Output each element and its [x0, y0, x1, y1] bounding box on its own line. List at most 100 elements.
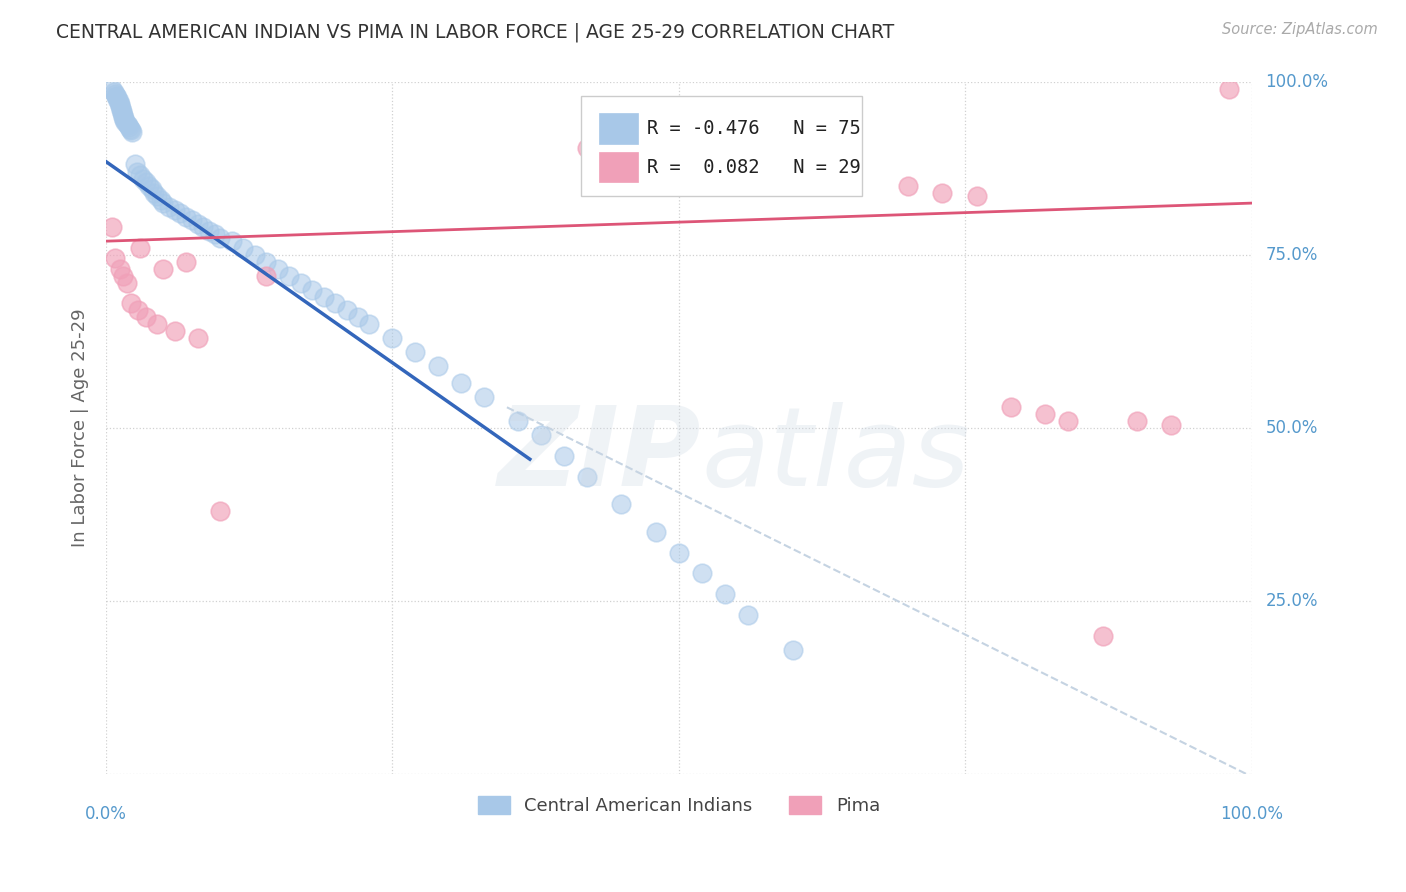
Point: [146, 317, 169, 331]
Point: [169, 206, 191, 220]
Text: ZIP: ZIP: [498, 402, 702, 509]
Point: [530, 428, 553, 442]
Point: [110, 101, 132, 115]
Point: [105, 90, 128, 104]
Point: [157, 200, 180, 214]
Point: [115, 276, 138, 290]
Point: [163, 324, 186, 338]
Point: [668, 546, 690, 560]
Point: [105, 88, 128, 103]
Text: 75.0%: 75.0%: [1265, 246, 1317, 264]
Point: [404, 345, 426, 359]
Text: 100.0%: 100.0%: [1265, 73, 1329, 91]
Point: [125, 165, 148, 179]
Text: atlas: atlas: [702, 402, 970, 509]
Point: [450, 376, 472, 390]
Point: [610, 497, 633, 511]
Point: [141, 182, 163, 196]
Point: [508, 414, 530, 428]
Point: [100, 220, 122, 235]
Point: [472, 390, 495, 404]
Point: [644, 524, 666, 539]
Point: [104, 87, 127, 102]
Point: [112, 108, 135, 122]
Point: [115, 116, 138, 130]
Point: [108, 261, 131, 276]
Point: [427, 359, 450, 373]
Text: 0.0%: 0.0%: [84, 805, 127, 823]
Point: [690, 566, 713, 581]
Point: [174, 255, 197, 269]
Point: [143, 186, 166, 200]
Point: [966, 189, 988, 203]
Y-axis label: In Labor Force | Age 25-29: In Labor Force | Age 25-29: [72, 309, 89, 548]
Point: [114, 115, 136, 129]
Point: [1000, 401, 1022, 415]
Point: [267, 261, 290, 276]
Point: [118, 122, 141, 136]
Point: [335, 303, 357, 318]
Point: [1126, 414, 1149, 428]
Point: [301, 283, 323, 297]
Point: [290, 276, 312, 290]
Point: [110, 103, 132, 117]
Point: [112, 111, 135, 125]
Point: [553, 449, 575, 463]
Point: [121, 125, 143, 139]
Point: [221, 234, 243, 248]
Point: [105, 92, 128, 106]
Text: CENTRAL AMERICAN INDIAN VS PIMA IN LABOR FORCE | AGE 25-29 CORRELATION CHART: CENTRAL AMERICAN INDIAN VS PIMA IN LABOR…: [56, 22, 894, 42]
Point: [713, 587, 735, 601]
Point: [108, 97, 131, 112]
Point: [232, 241, 254, 255]
Point: [737, 607, 759, 622]
Point: [193, 220, 215, 235]
Point: [254, 268, 277, 283]
Point: [187, 217, 209, 231]
Point: [107, 95, 129, 109]
Point: [118, 120, 141, 134]
Point: [209, 230, 232, 244]
Point: [576, 141, 599, 155]
Point: [163, 202, 186, 217]
Legend: Central American Indians, Pima: Central American Indians, Pima: [468, 787, 889, 824]
Text: 50.0%: 50.0%: [1265, 419, 1317, 437]
Point: [120, 123, 142, 137]
Point: [131, 172, 153, 186]
Point: [839, 172, 862, 186]
Point: [124, 156, 146, 170]
Point: [112, 113, 135, 128]
Point: [174, 210, 197, 224]
Point: [1218, 82, 1240, 96]
Point: [180, 213, 202, 227]
Point: [576, 469, 599, 483]
Point: [725, 154, 748, 169]
FancyBboxPatch shape: [599, 152, 637, 182]
Point: [897, 178, 920, 193]
Text: R =  0.082   N = 29: R = 0.082 N = 29: [647, 158, 860, 177]
Point: [347, 310, 370, 325]
FancyBboxPatch shape: [582, 95, 862, 196]
Point: [1057, 414, 1080, 428]
Point: [254, 255, 277, 269]
Point: [209, 504, 232, 518]
Point: [187, 331, 209, 345]
Point: [129, 241, 152, 255]
Point: [135, 310, 157, 325]
Text: 25.0%: 25.0%: [1265, 592, 1317, 610]
Point: [129, 169, 152, 183]
Point: [103, 86, 125, 100]
Text: 100.0%: 100.0%: [1220, 805, 1284, 823]
Point: [107, 95, 129, 110]
Point: [112, 268, 135, 283]
Point: [1035, 407, 1057, 421]
Point: [149, 193, 172, 207]
Point: [108, 99, 131, 113]
Point: [243, 248, 266, 262]
Point: [152, 196, 174, 211]
Point: [931, 186, 953, 200]
Point: [204, 227, 226, 242]
Point: [138, 178, 160, 193]
Point: [359, 317, 381, 331]
Point: [1160, 417, 1182, 432]
